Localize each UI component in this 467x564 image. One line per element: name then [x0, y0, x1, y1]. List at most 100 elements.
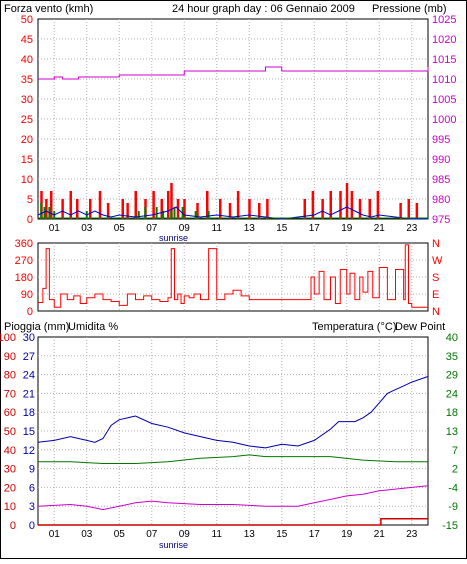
wind-speed-bar [76, 199, 79, 219]
wind-speed-bar [121, 199, 124, 219]
wind-speed-bar [376, 191, 380, 219]
temperature-tick: 29 [446, 370, 458, 382]
wind-speed-bar [321, 199, 324, 219]
panel3-hour-label: 07 [146, 529, 158, 540]
calm-bar [155, 207, 158, 219]
wind-pressure-panel: 5045403530252015105010251020101510101005… [21, 14, 457, 243]
rain-tick: 60 [4, 407, 16, 419]
panel1-left-tick: 25 [21, 114, 33, 126]
panel2-right-tick: E [432, 289, 439, 301]
panel3-hour-label: 05 [114, 529, 126, 540]
sunrise-label: sunrise [159, 233, 188, 243]
panel1-hour-label: 11 [212, 223, 223, 234]
rain-tick: 40 [4, 445, 16, 457]
temperature-tick: -9 [448, 501, 458, 513]
panel1-left-tick: 10 [21, 174, 33, 186]
temperature-tick: 24 [446, 388, 458, 400]
wind-speed-bar [170, 183, 173, 219]
wind-speed-bar [50, 191, 53, 219]
humidity-tick: 30 [23, 332, 35, 344]
rain-tick: 80 [4, 370, 16, 382]
panel1-right-tick: 1015 [432, 54, 456, 66]
calm-bar [43, 207, 46, 219]
panel2-left-tick: 90 [21, 289, 33, 301]
wind-speed-bar [368, 199, 371, 219]
wind-speed-bar [196, 203, 199, 219]
panel1-right-tick: 1010 [432, 74, 456, 86]
calm-bar [207, 211, 210, 219]
temperature-tick: 13 [446, 426, 458, 438]
temperature-tick: 7 [452, 445, 458, 457]
panel2-right-tick: N [432, 238, 440, 250]
avg-wind-line [37, 206, 428, 220]
wind-speed-bar [183, 199, 186, 219]
panel3-hour-label: 11 [212, 529, 223, 540]
sunrise-label: sunrise [159, 540, 188, 550]
panel2-right-tick: W [432, 255, 443, 267]
panel2-left-tick: 180 [15, 272, 33, 284]
panel1-right-tick: 985 [432, 174, 450, 186]
rain-tick: 30 [4, 464, 16, 476]
humidity-tick: 18 [23, 407, 35, 419]
wind-speed-bar [106, 203, 110, 219]
wind-speed-bar [160, 199, 163, 219]
panel1-hour-label: 21 [374, 223, 386, 234]
panel1-left-tick: 0 [27, 214, 33, 226]
panel1-hour-label: 13 [244, 223, 256, 234]
wind-speed-bar [228, 203, 232, 219]
humidity-tick: 6 [29, 482, 35, 494]
wind-speed-bar [206, 191, 209, 219]
panel1-right-tick: 1025 [432, 14, 456, 26]
humidity-tick: 0 [29, 520, 35, 532]
wind-speed-bar [69, 191, 72, 219]
humidity-tick: 3 [29, 501, 35, 513]
panel1-hour-label: 09 [179, 223, 191, 234]
wind-speed-bar [248, 199, 251, 219]
panel2-left-tick: 360 [15, 238, 33, 250]
wind-speed-bar [45, 199, 48, 219]
panel1-right-tick: 995 [432, 134, 450, 146]
panel1-hour-label: 01 [49, 223, 61, 234]
rain-tick: 20 [4, 482, 16, 494]
humidity-axis-label: Umidita % [68, 321, 118, 333]
panel3-hour-label: 23 [406, 529, 418, 540]
wind-speed-bar [236, 191, 240, 219]
panel1-right-tick: 1005 [432, 94, 456, 106]
humidity-tick: 12 [23, 445, 35, 457]
rain-tick: 70 [4, 388, 16, 400]
panel2-right-tick: S [432, 272, 439, 284]
panel1-left-tick: 45 [21, 34, 33, 46]
wind-speed-bar [345, 183, 349, 219]
humidity-tick: 24 [23, 370, 35, 382]
wind-speed-bar [311, 191, 315, 219]
panel3-hour-label: 19 [341, 529, 353, 540]
wind-speed-bar [350, 191, 354, 219]
wind-speed-bar [399, 203, 402, 219]
temperature-tick: 2 [452, 464, 458, 476]
wind-speed-bar [98, 191, 102, 219]
dewpoint-axis-label: Dew Point [395, 321, 445, 333]
pressure-line [38, 66, 429, 80]
panel1-hour-label: 17 [309, 223, 321, 234]
pressure-axis-label: Pressione (mb) [372, 3, 447, 15]
humidity-tick: 21 [23, 388, 35, 400]
calm-bar [40, 203, 43, 219]
humidity-tick: 9 [29, 464, 35, 476]
wind-speed-bar [415, 203, 419, 219]
wind-speed-bar [258, 203, 261, 219]
rain-axis-label: Pioggia (mm) [4, 321, 69, 333]
panel3-hour-label: 01 [49, 529, 61, 540]
panel3-hour-label: 09 [179, 529, 191, 540]
dewpoint-line [37, 485, 429, 511]
panel1-left-tick: 35 [21, 74, 33, 86]
panel1-hour-label: 19 [341, 223, 353, 234]
calm-bar [173, 207, 176, 219]
panel1-hour-label: 23 [406, 223, 418, 234]
panel1-left-tick: 40 [21, 54, 33, 66]
wind-speed-bar [358, 199, 362, 219]
panel2-left-tick: 0 [27, 306, 33, 318]
temperature-line [38, 454, 428, 464]
wind-speed-bar [329, 191, 332, 219]
rain-tick: 0 [10, 520, 16, 532]
